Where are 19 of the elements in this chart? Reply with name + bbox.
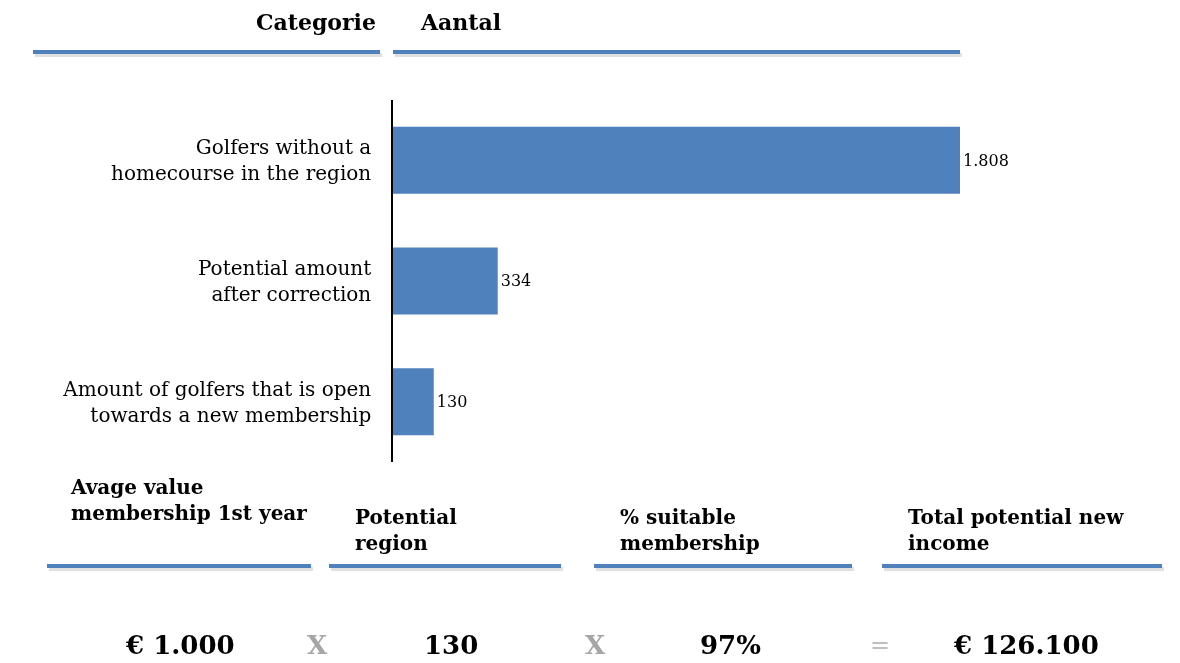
data-label: 130	[436, 392, 468, 412]
y-tick-label: Amount of golfers that is open towards a new membership	[62, 376, 372, 427]
x-axis-title: Aantal	[420, 9, 502, 35]
text: 130	[424, 630, 479, 660]
text: X	[307, 630, 328, 660]
y-tick-label: Golfers without a homecourse in the region	[111, 135, 372, 186]
text: 97%	[700, 630, 762, 660]
text: =	[870, 631, 891, 659]
text: € 126.100	[953, 630, 1099, 660]
text: Avage value membership 1st year	[70, 475, 308, 525]
text: € 1.000	[125, 630, 235, 660]
text: X	[585, 630, 606, 660]
y-axis-title: Categorie	[256, 9, 376, 35]
text: % suitable membership	[620, 505, 760, 555]
y-tick-label: Potential amount after correction	[197, 256, 372, 306]
text: Potential region	[355, 505, 458, 555]
text: Total potential new income	[908, 505, 1125, 555]
data-label: 334	[500, 271, 532, 291]
data-label: 1.808	[963, 150, 1009, 170]
